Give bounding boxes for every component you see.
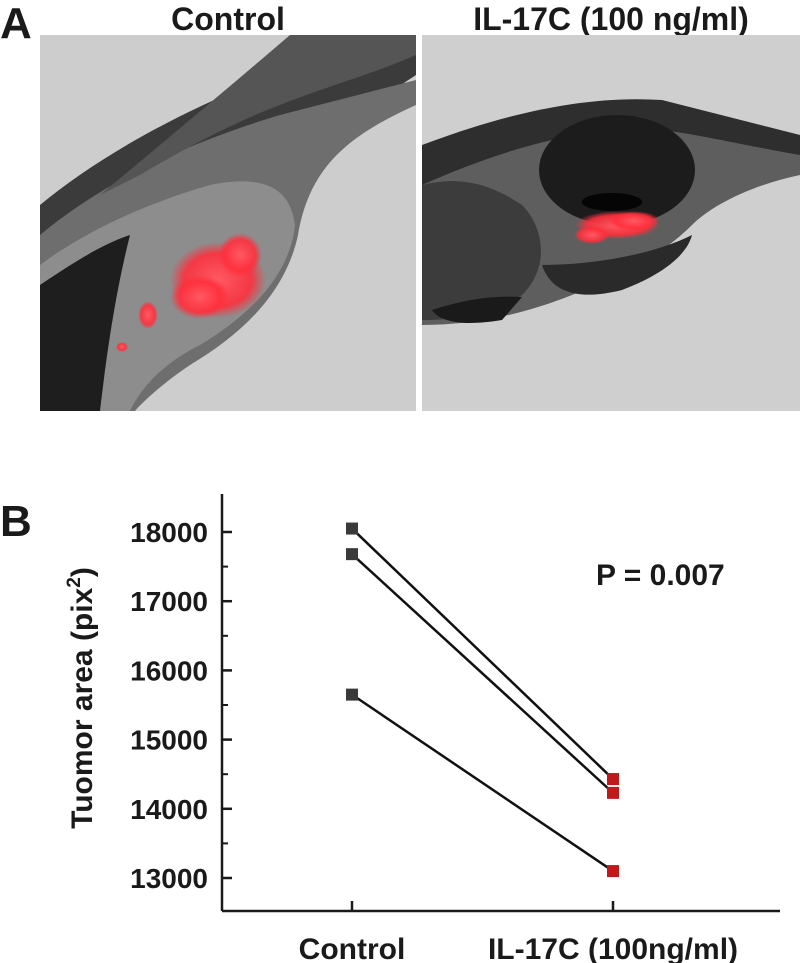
y-axis-label: Tuomor area (pix2) bbox=[64, 567, 99, 829]
paired-lines bbox=[351, 527, 614, 873]
data-markers bbox=[346, 522, 619, 878]
y-axis-label-superscript: 2 bbox=[64, 577, 85, 588]
paired-line bbox=[351, 693, 614, 873]
il17c-image-title: IL-17C (100 ng/ml) bbox=[473, 1, 749, 37]
paired-line bbox=[351, 553, 614, 794]
il17c-marker bbox=[607, 773, 619, 786]
control-marker bbox=[346, 522, 358, 535]
y-tick-label: 18000 bbox=[130, 517, 208, 548]
x-tick-label: IL-17C (100ng/ml) bbox=[488, 933, 738, 963]
control-microscopy-image bbox=[40, 35, 416, 411]
y-tick-label: 13000 bbox=[130, 863, 208, 894]
control-marker bbox=[346, 688, 358, 701]
y-tick-label: 17000 bbox=[130, 586, 208, 617]
y-tick-label: 14000 bbox=[130, 794, 208, 825]
panel-a-label: A bbox=[0, 0, 32, 48]
y-tick-label: 16000 bbox=[130, 655, 208, 686]
control-image-title: Control bbox=[171, 1, 285, 37]
panel-b-label: B bbox=[0, 497, 32, 546]
y-axis-label-suffix: ) bbox=[66, 567, 99, 577]
chart-axes: 13000 14000 15000 16000 17000 18000 Control IL-… bbox=[130, 494, 780, 963]
control-marker bbox=[346, 548, 358, 561]
p-value-annotation: P = 0.007 bbox=[596, 559, 725, 592]
y-tick-label: 15000 bbox=[130, 725, 208, 756]
il17c-marker bbox=[607, 865, 619, 878]
il17c-marker bbox=[607, 786, 619, 799]
paired-line bbox=[351, 527, 614, 780]
y-axis-label-text: Tuomor area (pix bbox=[66, 587, 99, 828]
x-tick-label: Control bbox=[299, 933, 406, 963]
il17c-microscopy-image bbox=[422, 35, 800, 411]
tumor-area-chart: 13000 14000 15000 16000 17000 18000 Control IL-… bbox=[64, 494, 780, 963]
